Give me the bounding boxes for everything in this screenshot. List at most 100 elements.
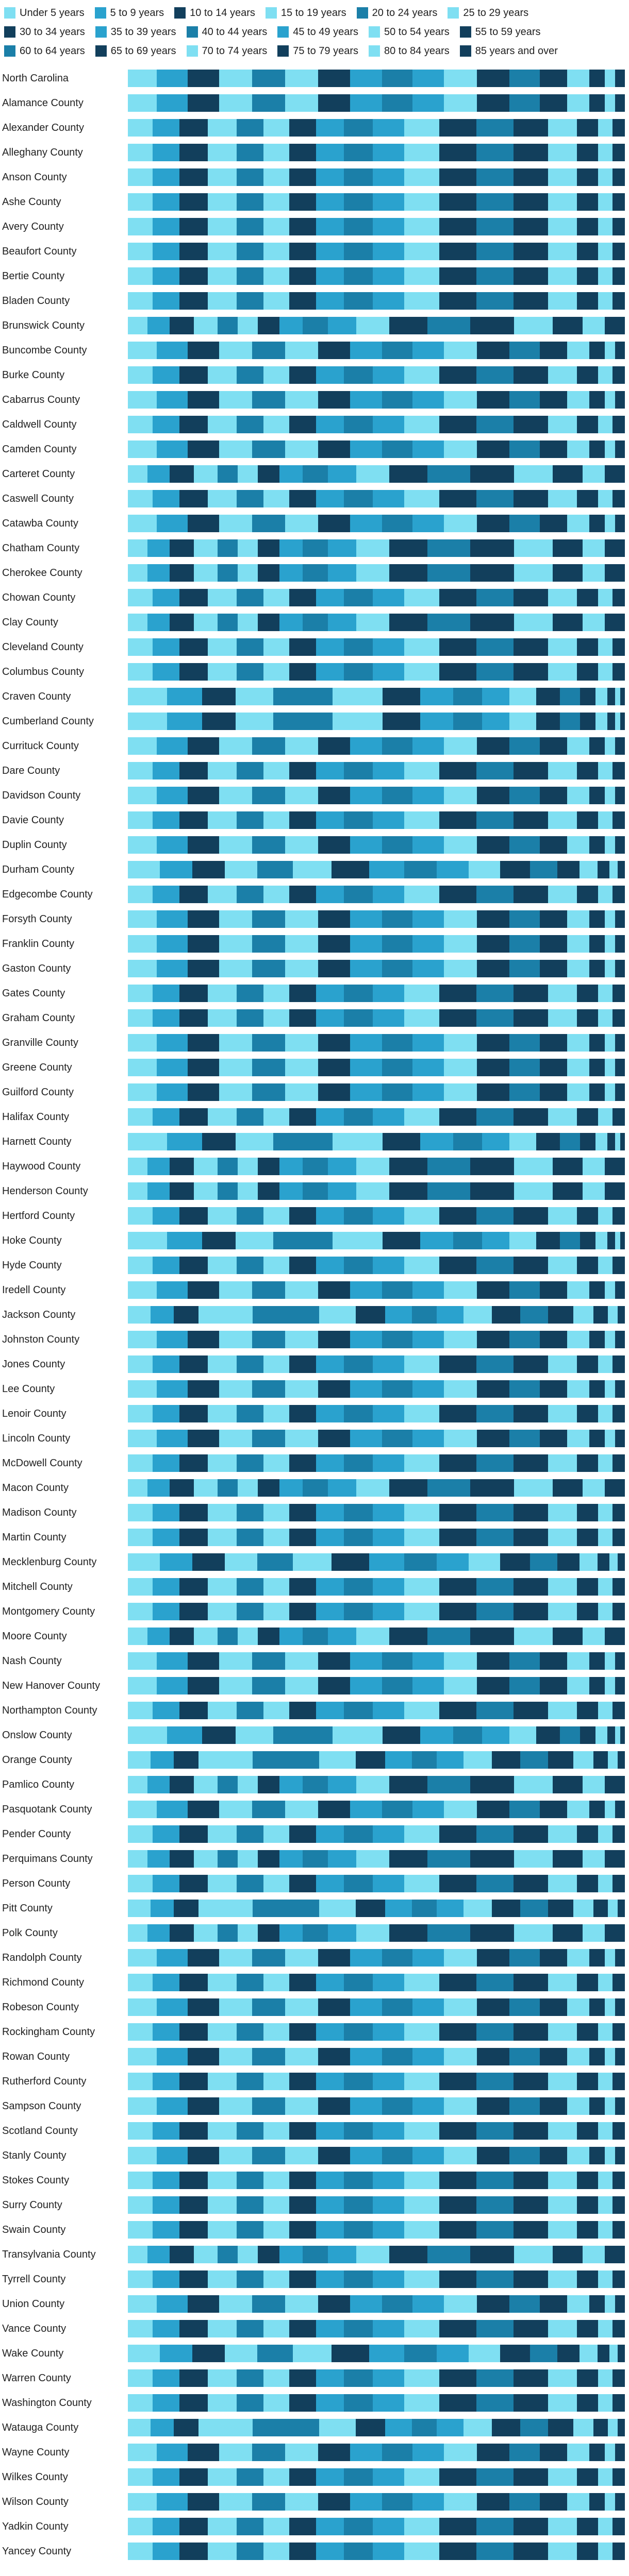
bar-segment[interactable] — [316, 1974, 344, 1991]
bar-segment[interactable] — [179, 2073, 208, 2090]
bar-segment[interactable] — [513, 144, 548, 161]
bar-segment[interactable] — [344, 144, 373, 161]
bar-segment[interactable] — [576, 1405, 598, 1422]
bar-segment[interactable] — [237, 2196, 263, 2214]
bar-segment[interactable] — [513, 2394, 548, 2412]
bar-segment[interactable] — [439, 1825, 476, 1843]
bar-segment[interactable] — [208, 811, 237, 829]
bar-segment[interactable] — [589, 2097, 605, 2115]
bar-segment[interactable] — [219, 1949, 252, 1967]
bar-segment[interactable] — [382, 440, 413, 458]
bar-segment[interactable] — [289, 144, 316, 161]
bar-segment[interactable] — [509, 1726, 537, 1744]
bar-segment[interactable] — [404, 2394, 439, 2412]
bar-segment[interactable] — [444, 2147, 477, 2164]
bar-segment[interactable] — [350, 342, 382, 359]
bar-segment[interactable] — [208, 2073, 237, 2090]
bar-segment[interactable] — [605, 2048, 616, 2065]
bar-segment[interactable] — [476, 94, 510, 112]
bar-segment[interactable] — [219, 391, 252, 409]
bar-segment[interactable] — [208, 1504, 237, 1521]
bar-segment[interactable] — [598, 2369, 613, 2387]
bar-segment[interactable] — [237, 218, 263, 235]
bar-segment[interactable] — [208, 886, 237, 903]
bar-segment[interactable] — [548, 1825, 577, 1843]
bar-segment[interactable] — [598, 1875, 613, 1892]
bar-segment[interactable] — [598, 2196, 613, 2214]
bar-segment[interactable] — [285, 1949, 319, 1967]
bar-segment[interactable] — [169, 1850, 194, 1868]
bar-segment[interactable] — [167, 688, 203, 705]
bar-segment[interactable] — [589, 391, 605, 409]
bar-segment[interactable] — [187, 70, 220, 87]
bar-segment[interactable] — [513, 267, 548, 285]
bar-segment[interactable] — [153, 2073, 180, 2090]
bar-segment[interactable] — [509, 836, 540, 854]
bar-segment[interactable] — [613, 2468, 625, 2486]
bar-segment[interactable] — [237, 2320, 263, 2337]
bar-segment[interactable] — [263, 2320, 289, 2337]
bar-segment[interactable] — [589, 1998, 605, 2016]
bar-segment[interactable] — [237, 663, 263, 681]
bar-segment[interactable] — [513, 1257, 548, 1274]
bar-segment[interactable] — [219, 2147, 252, 2164]
bar-segment[interactable] — [404, 2122, 439, 2140]
bar-segment[interactable] — [567, 1380, 589, 1398]
bar-segment[interactable] — [128, 2394, 153, 2412]
bar-segment[interactable] — [615, 713, 621, 730]
bar-segment[interactable] — [444, 1331, 477, 1348]
bar-segment[interactable] — [263, 886, 289, 903]
bar-segment[interactable] — [514, 564, 553, 582]
bar-segment[interactable] — [252, 1083, 285, 1101]
bar-segment[interactable] — [327, 614, 357, 631]
bar-segment[interactable] — [589, 935, 605, 953]
bar-segment[interactable] — [598, 2221, 613, 2239]
bar-segment[interactable] — [605, 960, 616, 977]
bar-segment[interactable] — [605, 94, 616, 112]
bar-segment[interactable] — [536, 713, 560, 730]
bar-segment[interactable] — [609, 2345, 618, 2362]
bar-segment[interactable] — [219, 2444, 252, 2461]
bar-segment[interactable] — [344, 2369, 373, 2387]
bar-segment[interactable] — [548, 589, 577, 606]
bar-segment[interactable] — [583, 1924, 605, 1942]
bar-segment[interactable] — [382, 1232, 421, 1249]
bar-segment[interactable] — [153, 2196, 180, 2214]
bar-segment[interactable] — [193, 1479, 218, 1497]
bar-segment[interactable] — [279, 1776, 303, 1793]
bar-segment[interactable] — [404, 861, 437, 878]
bar-segment[interactable] — [263, 218, 289, 235]
bar-segment[interactable] — [567, 836, 589, 854]
bar-segment[interactable] — [285, 2493, 319, 2511]
bar-segment[interactable] — [609, 861, 618, 878]
bar-segment[interactable] — [576, 811, 598, 829]
bar-segment[interactable] — [589, 1331, 605, 1348]
bar-segment[interactable] — [513, 2221, 548, 2239]
bar-segment[interactable] — [373, 589, 405, 606]
bar-segment[interactable] — [208, 2369, 237, 2387]
bar-segment[interactable] — [318, 2048, 351, 2065]
bar-segment[interactable] — [389, 465, 428, 483]
bar-segment[interactable] — [576, 2023, 598, 2041]
bar-segment[interactable] — [263, 1454, 289, 1472]
bar-segment[interactable] — [292, 861, 332, 878]
bar-segment[interactable] — [285, 1380, 319, 1398]
bar-segment[interactable] — [476, 1430, 510, 1447]
bar-segment[interactable] — [613, 638, 625, 656]
bar-segment[interactable] — [576, 416, 598, 433]
bar-segment[interactable] — [613, 1454, 625, 1472]
bar-segment[interactable] — [356, 1751, 385, 1769]
bar-segment[interactable] — [316, 1405, 344, 1422]
bar-segment[interactable] — [128, 1108, 153, 1126]
bar-segment[interactable] — [208, 2023, 237, 2041]
bar-segment[interactable] — [404, 416, 439, 433]
bar-segment[interactable] — [318, 1652, 351, 1670]
bar-segment[interactable] — [263, 1603, 289, 1620]
bar-segment[interactable] — [128, 1430, 157, 1447]
bar-segment[interactable] — [613, 1603, 625, 1620]
bar-segment[interactable] — [219, 1380, 252, 1398]
bar-segment[interactable] — [576, 2122, 598, 2140]
bar-segment[interactable] — [238, 1924, 258, 1942]
bar-segment[interactable] — [318, 2097, 351, 2115]
bar-segment[interactable] — [373, 985, 405, 1002]
